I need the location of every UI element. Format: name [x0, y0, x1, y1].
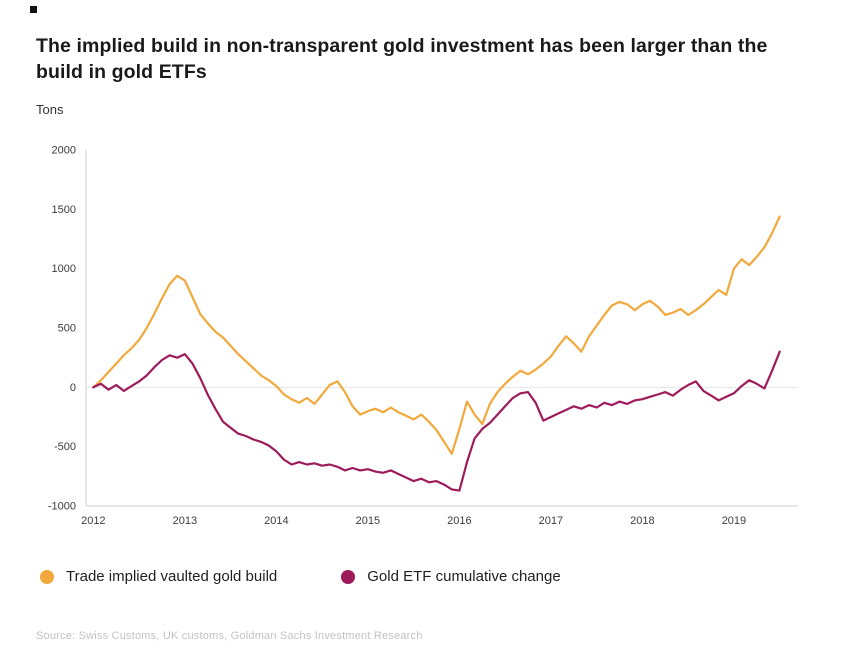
y-tick-label: -500	[54, 441, 76, 453]
y-tick-label: 1500	[52, 204, 76, 216]
x-tick-label: 2016	[447, 515, 471, 527]
legend-label-trade-implied: Trade implied vaulted gold build	[66, 568, 278, 585]
y-tick-label: -1000	[48, 501, 76, 513]
y-axis-units-label: Tons	[36, 102, 64, 117]
chart-area: 2000 1500 1000 500 0 -500 -1000 2012 2013 2014 201…	[24, 138, 816, 536]
y-tick-label: 500	[58, 323, 76, 335]
series-line-gold-etf	[92, 350, 781, 492]
legend-label-gold-etf: Gold ETF cumulative change	[367, 568, 561, 585]
y-tick-label: 1000	[52, 263, 76, 275]
legend-item-gold-etf: Gold ETF cumulative change	[341, 568, 561, 585]
x-tick-label: 2014	[264, 515, 288, 527]
x-tick-label: 2013	[173, 515, 197, 527]
series-line-trade-implied	[92, 215, 781, 455]
legend-dot-trade-implied	[40, 569, 54, 584]
x-tick-label: 2017	[539, 515, 563, 527]
legend-item-trade-implied: Trade implied vaulted gold build	[40, 568, 277, 585]
y-tick-label: 0	[70, 382, 76, 394]
chart-legend: Trade implied vaulted gold build Gold ET…	[40, 568, 561, 585]
corner-marker	[30, 6, 37, 13]
y-tick-label: 2000	[52, 145, 76, 157]
line-chart: 2000 1500 1000 500 0 -500 -1000 2012 2013 2014 201…	[48, 145, 798, 527]
x-tick-label: 2019	[722, 515, 746, 527]
x-tick-label: 2012	[81, 515, 105, 527]
x-tick-label: 2018	[630, 515, 654, 527]
legend-dot-gold-etf	[341, 569, 356, 584]
source-attribution: Source: Swiss Customs, UK customs, Goldm…	[36, 630, 423, 642]
x-tick-label: 2015	[356, 515, 380, 527]
chart-title: The implied build in non-transparent gol…	[36, 35, 768, 84]
